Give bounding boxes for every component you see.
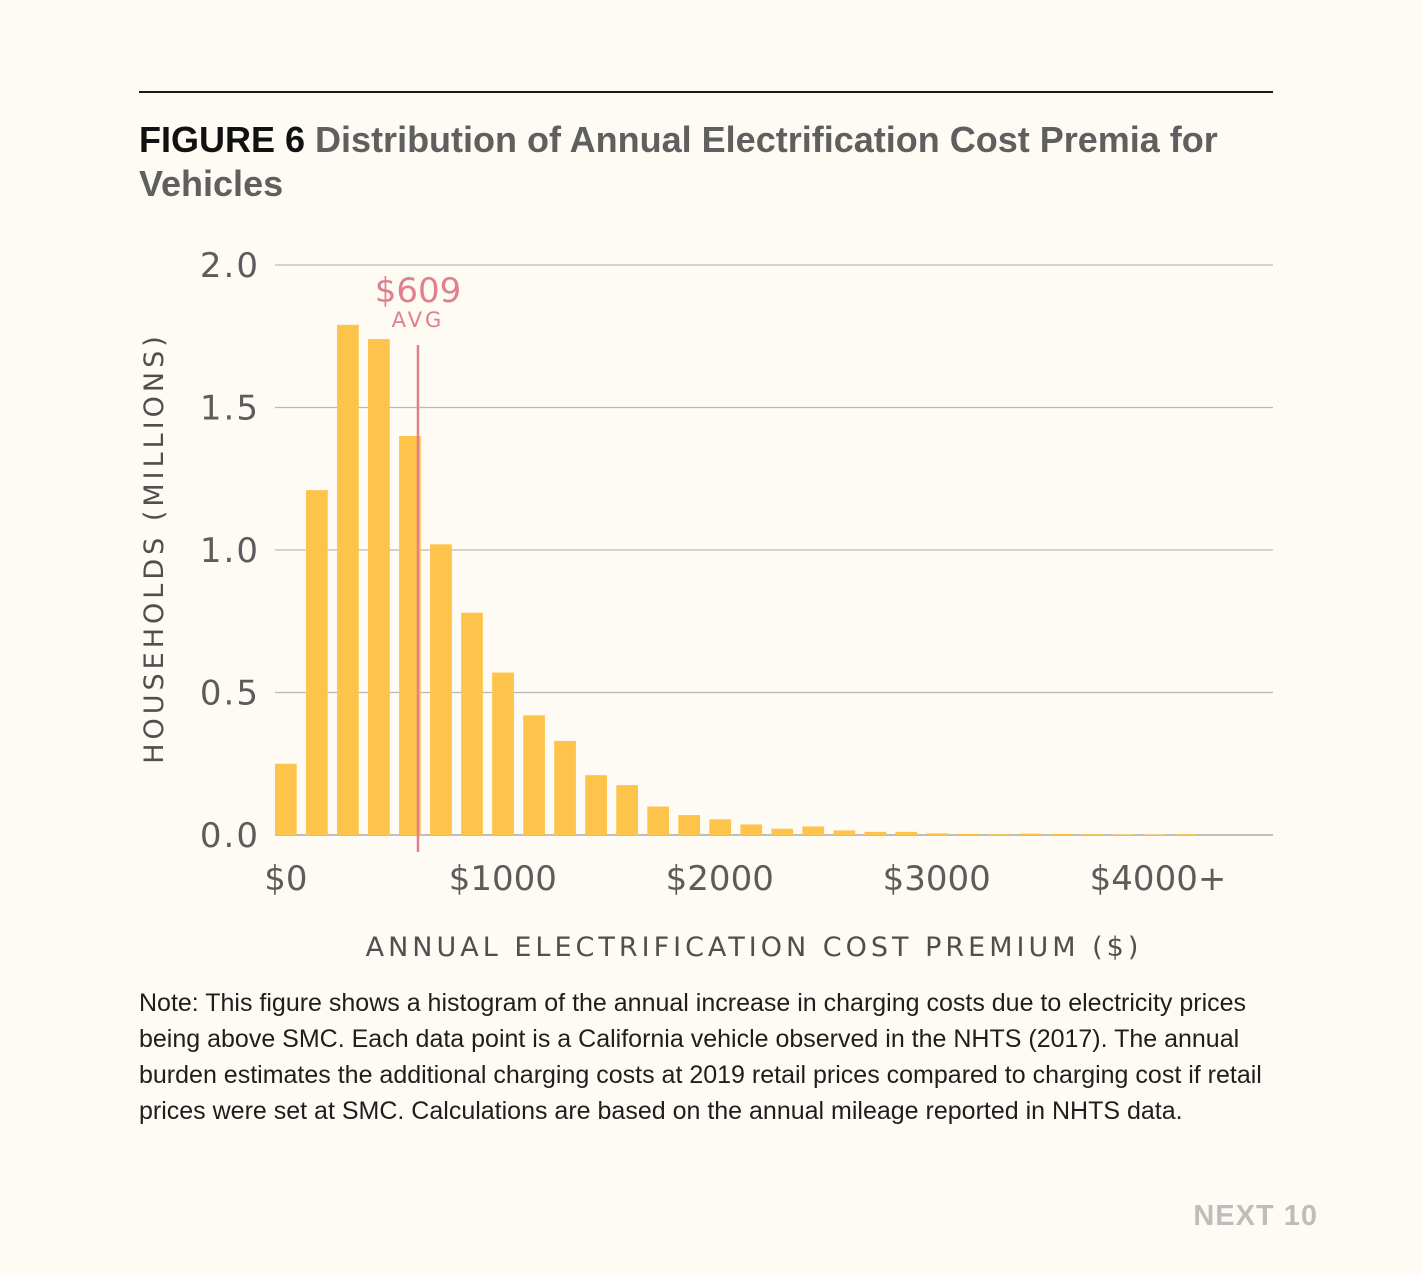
histogram-bar xyxy=(678,815,701,835)
brand-logo: NEXT 10 xyxy=(1193,1200,1318,1232)
histogram-bar xyxy=(740,824,763,835)
y-tick-label: 2.0 xyxy=(200,246,260,286)
histogram-bar xyxy=(306,490,328,835)
histogram-bar xyxy=(430,544,452,835)
x-tick-label: $4000+ xyxy=(1090,859,1227,899)
figure-title: FIGURE 6 Distribution of Annual Electrif… xyxy=(139,118,1273,206)
histogram-bar xyxy=(957,833,980,835)
histogram-bar xyxy=(833,830,856,835)
top-rule xyxy=(139,91,1273,93)
histogram-bar xyxy=(1019,833,1042,835)
x-tick-label: $3000 xyxy=(883,859,991,899)
figure-number: FIGURE 6 xyxy=(139,119,306,160)
histogram-bar xyxy=(616,785,638,835)
histogram-bar xyxy=(771,828,794,835)
figure-title-text: Distribution of Annual Electrification C… xyxy=(139,119,1218,204)
histogram-bar xyxy=(647,806,669,835)
histogram-bar xyxy=(926,833,949,835)
histogram-bar xyxy=(1112,834,1135,835)
y-tick-label: 0.0 xyxy=(200,816,260,856)
histogram-bar xyxy=(802,826,825,835)
histogram-bar xyxy=(895,831,918,835)
y-tick-label: 0.5 xyxy=(200,674,260,714)
histogram-bar xyxy=(1050,833,1073,835)
histogram-bar xyxy=(461,612,483,835)
histogram-bar xyxy=(554,740,576,835)
histogram-bar xyxy=(368,339,390,835)
histogram-chart: 0.0 0.5 1.0 1.5 2.0 $0 $1000 $2000 $3000 $4000+ $6… xyxy=(139,246,1273,963)
histogram-bar xyxy=(1174,834,1197,835)
x-tick-label: $2000 xyxy=(666,859,774,899)
histogram-bar xyxy=(1143,834,1166,835)
histogram-bar xyxy=(399,436,421,835)
y-tick-label: 1.5 xyxy=(200,389,260,429)
histogram-bar xyxy=(988,834,1011,835)
histogram-bar xyxy=(709,819,732,835)
histogram-bar xyxy=(1081,834,1104,835)
x-axis-title: ANNUAL ELECTRIFICATION COST PREMIUM ($) xyxy=(366,932,1143,963)
average-value-label: $609 xyxy=(375,271,462,311)
histogram-bar xyxy=(523,715,545,835)
x-tick-label: $0 xyxy=(264,859,307,899)
histogram-bar xyxy=(492,672,514,835)
y-axis-title: HOUSEHOLDS (MILLIONS) xyxy=(139,332,170,764)
figure-note: Note: This figure shows a histogram of t… xyxy=(139,989,1262,1125)
histogram-bar xyxy=(337,324,359,835)
y-tick-label: 1.0 xyxy=(200,531,260,571)
histogram-bar xyxy=(864,831,887,835)
x-tick-label: $1000 xyxy=(449,859,557,899)
average-sublabel: AVG xyxy=(392,308,445,332)
histogram-bar xyxy=(585,775,607,835)
histogram-bar xyxy=(275,763,297,835)
